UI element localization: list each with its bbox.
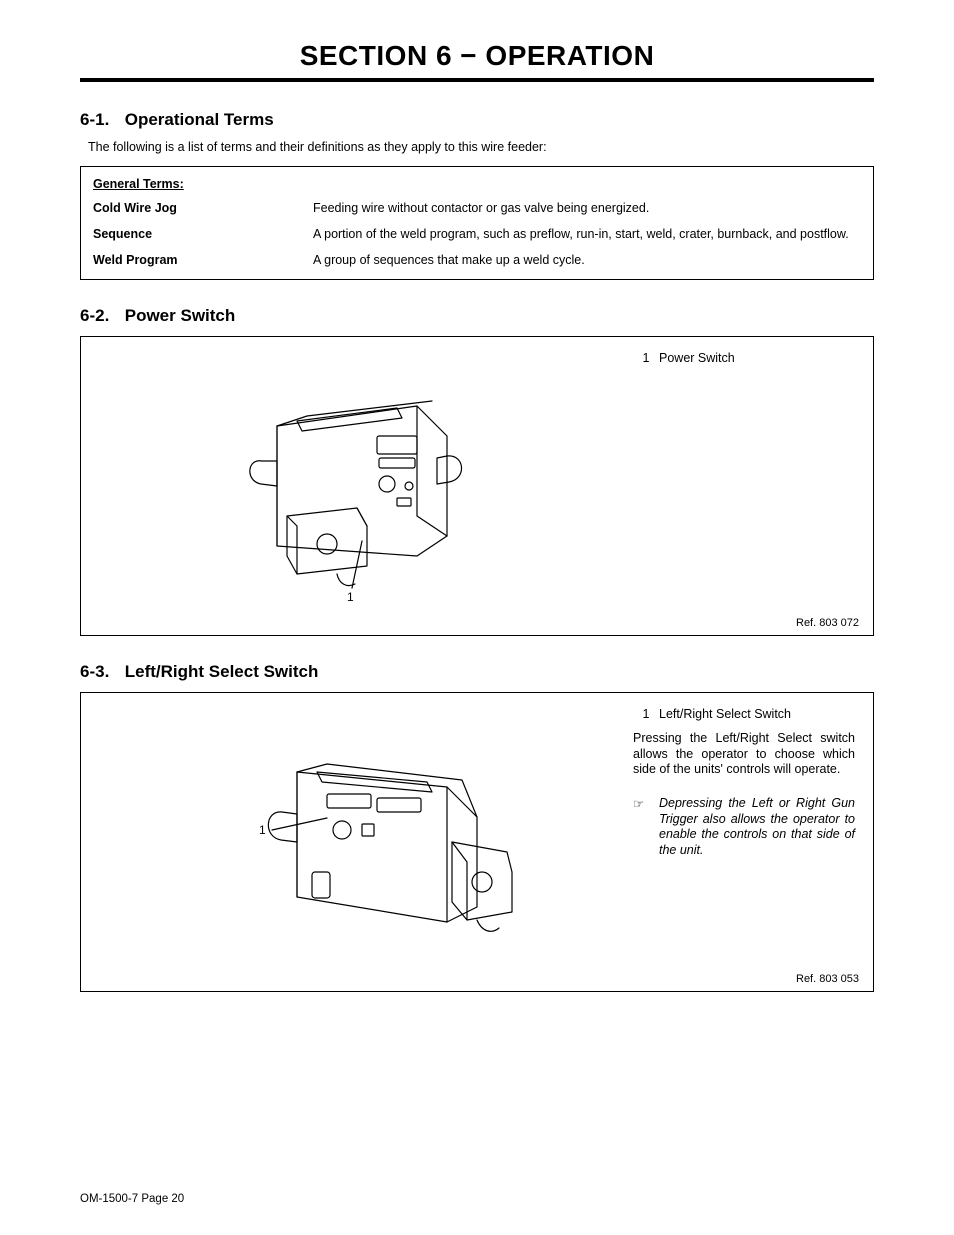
terms-header: General Terms: <box>93 177 861 191</box>
term-row: Weld Program A group of sequences that m… <box>93 253 861 267</box>
callout-item: 1 Power Switch <box>633 351 855 365</box>
figure-illustration: 1 <box>81 337 633 635</box>
term-definition: A group of sequences that make up a weld… <box>313 253 861 267</box>
term-row: Sequence A portion of the weld program, … <box>93 227 861 241</box>
heading-number: 6-1. <box>80 110 120 130</box>
callout-number: 1 <box>633 707 659 721</box>
callout-number: 1 <box>633 351 659 365</box>
term-row: Cold Wire Jog Feeding wire without conta… <box>93 201 861 215</box>
reference-number: Ref. 803 053 <box>796 973 859 985</box>
note: ☞ Depressing the Left or Right Gun Trigg… <box>633 796 855 859</box>
section-title: SECTION 6 − OPERATION <box>80 40 874 82</box>
reference-number: Ref. 803 072 <box>796 617 859 629</box>
callout-item: 1 Left/Right Select Switch <box>633 707 855 721</box>
terms-table: General Terms: Cold Wire Jog Feeding wir… <box>80 166 874 280</box>
device-diagram-icon: 1 <box>187 366 527 606</box>
pointer-icon: ☞ <box>633 796 659 859</box>
callout-number: 1 <box>259 823 266 837</box>
heading-text: Left/Right Select Switch <box>125 662 319 681</box>
heading-6-1: 6-1. Operational Terms <box>80 110 874 130</box>
heading-text: Power Switch <box>125 306 236 325</box>
heading-number: 6-2. <box>80 306 120 326</box>
callout-label: Left/Right Select Switch <box>659 707 855 721</box>
term-label: Sequence <box>93 227 313 241</box>
figure-illustration: 1 <box>81 693 633 991</box>
intro-text: The following is a list of terms and the… <box>88 140 874 154</box>
figure-caption: 1 Left/Right Select Switch Pressing the … <box>633 693 873 991</box>
term-label: Weld Program <box>93 253 313 267</box>
heading-6-2: 6-2. Power Switch <box>80 306 874 326</box>
figure-left-right-switch: 1 1 Left/Right Select Switch Pressing th… <box>80 692 874 992</box>
term-definition: Feeding wire without contactor or gas va… <box>313 201 861 215</box>
term-definition: A portion of the weld program, such as p… <box>313 227 861 241</box>
figure-caption: 1 Power Switch <box>633 337 873 635</box>
figure-description: Pressing the Left/Right Select switch al… <box>633 731 855 778</box>
heading-6-3: 6-3. Left/Right Select Switch <box>80 662 874 682</box>
callout-number: 1 <box>347 590 354 604</box>
heading-number: 6-3. <box>80 662 120 682</box>
page-footer: OM-1500-7 Page 20 <box>80 1193 184 1205</box>
device-diagram-icon: 1 <box>177 722 537 962</box>
term-label: Cold Wire Jog <box>93 201 313 215</box>
note-text: Depressing the Left or Right Gun Trigger… <box>659 796 855 859</box>
callout-label: Power Switch <box>659 351 855 365</box>
heading-text: Operational Terms <box>125 110 274 129</box>
figure-power-switch: 1 1 Power Switch Ref. 803 072 <box>80 336 874 636</box>
